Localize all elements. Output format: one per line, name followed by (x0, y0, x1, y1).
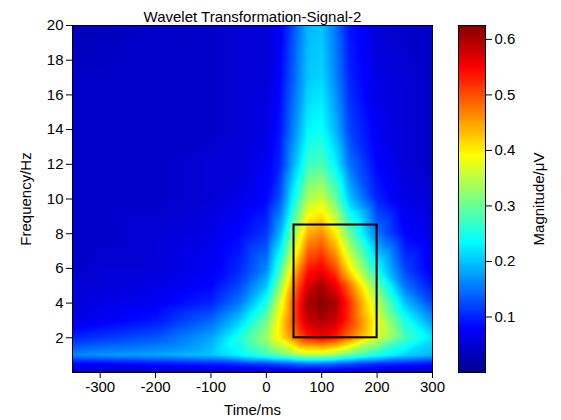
svg-text:Time/ms: Time/ms (224, 401, 281, 418)
svg-text:2: 2 (55, 329, 63, 346)
svg-text:0.6: 0.6 (495, 30, 516, 47)
svg-text:0.2: 0.2 (495, 252, 516, 269)
svg-text:18: 18 (47, 51, 64, 68)
svg-text:0.3: 0.3 (495, 197, 516, 214)
svg-text:-300: -300 (85, 378, 115, 395)
svg-text:6: 6 (55, 259, 63, 276)
svg-text:0.1: 0.1 (495, 308, 516, 325)
svg-text:20: 20 (47, 16, 64, 33)
svg-text:4: 4 (55, 294, 63, 311)
svg-text:8: 8 (55, 225, 63, 242)
svg-text:0.4: 0.4 (495, 141, 516, 158)
svg-text:12: 12 (47, 155, 64, 172)
svg-text:Magnitude/μV: Magnitude/μV (530, 153, 547, 246)
svg-text:10: 10 (47, 190, 64, 207)
svg-text:300: 300 (420, 378, 445, 395)
svg-text:Frequency/Hz: Frequency/Hz (17, 152, 34, 245)
svg-text:-200: -200 (141, 378, 171, 395)
svg-text:-100: -100 (196, 378, 226, 395)
svg-text:0: 0 (262, 378, 270, 395)
svg-text:100: 100 (309, 378, 334, 395)
svg-text:200: 200 (365, 378, 390, 395)
svg-text:0.5: 0.5 (495, 86, 516, 103)
svg-text:14: 14 (47, 120, 64, 137)
svg-text:16: 16 (47, 86, 64, 103)
svg-text:Wavelet Transformation-Signal-: Wavelet Transformation-Signal-2 (144, 8, 362, 25)
